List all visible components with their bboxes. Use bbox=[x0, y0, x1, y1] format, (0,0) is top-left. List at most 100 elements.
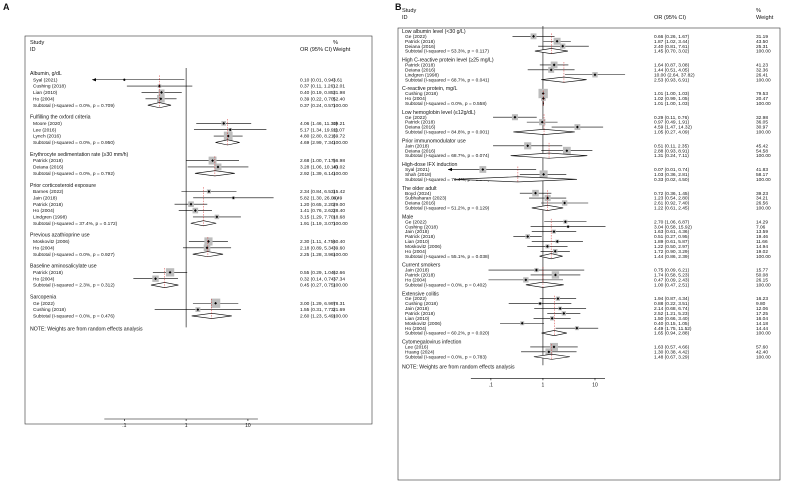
point-estimate bbox=[526, 144, 530, 148]
x-tick-label: 1 bbox=[185, 423, 188, 429]
study-weight: 26.56 bbox=[756, 201, 768, 207]
point-estimate bbox=[189, 202, 193, 206]
subtotal-or-ci: 2.92 (1.39, 6.14) bbox=[300, 171, 336, 177]
study-or-ci: 1.30 (0.38, 4.42) bbox=[654, 349, 690, 355]
point-estimate bbox=[159, 97, 163, 101]
point-estimate bbox=[541, 97, 545, 100]
study-label: Boyd (2024) bbox=[405, 191, 432, 197]
study-or-ci: 3.28 (1.06, 10.18) bbox=[300, 165, 338, 171]
study-weight: 9.80 bbox=[756, 301, 766, 307]
point-estimate bbox=[193, 209, 197, 212]
subtotal-label: Subtotal (I-squared = 0.0%, p = 0.783) bbox=[405, 354, 487, 360]
point-estimate bbox=[542, 173, 546, 176]
study-label: Deiana (2016) bbox=[405, 125, 436, 131]
study-weight: 16.23 bbox=[756, 296, 768, 302]
study-label: Cushing (2018) bbox=[405, 224, 438, 230]
point-estimate bbox=[532, 34, 535, 38]
subtotal-label: Subtotal (I-squared = 84.8%, p = 0.001) bbox=[405, 130, 490, 136]
study-or-ci: 0.40 (0.19, 0.85) bbox=[300, 90, 336, 96]
study-or-ci: 0.37 (0.11, 1.26) bbox=[300, 84, 335, 90]
header-study: Study bbox=[30, 40, 45, 46]
study-label: Jain (2018) bbox=[405, 143, 429, 149]
study-weight: 20.47 bbox=[756, 96, 768, 102]
study-label: Patrick (2018) bbox=[405, 63, 435, 69]
study-label: Ho (2004) bbox=[33, 96, 55, 102]
study-weight: 14.18 bbox=[756, 321, 768, 327]
subtotal-weight: 100.00 bbox=[756, 331, 771, 337]
subtotal-or-ci: 1.65 (0.94, 2.88) bbox=[654, 331, 690, 337]
subtotal-diamond bbox=[215, 139, 240, 146]
group-label: High C-reactive protein level (≥25 mg/L) bbox=[402, 58, 494, 64]
group-label: Prior immunomodulator use bbox=[402, 138, 466, 144]
study-label: Lindgren (1998) bbox=[33, 215, 67, 221]
header-or: OR (95% CI) bbox=[654, 15, 686, 21]
subtotal-or-ci: 1.45 (0.70, 3.02) bbox=[654, 49, 690, 55]
point-estimate bbox=[538, 302, 542, 305]
subtotal-diamond bbox=[525, 281, 564, 288]
study-label: Lian (2010) bbox=[33, 90, 58, 96]
study-weight: 11.66 bbox=[756, 239, 768, 245]
subtotal-weight: 100.00 bbox=[333, 103, 348, 109]
point-estimate bbox=[555, 240, 559, 243]
subtotal-or-ci: 0.37 (0.24, 0.57) bbox=[300, 103, 336, 109]
subtotal-or-ci: 2.53 (0.93, 6.91) bbox=[654, 77, 690, 83]
panel-label: A bbox=[3, 2, 10, 12]
study-weight: 21.69 bbox=[333, 307, 345, 313]
study-weight: 37.34 bbox=[333, 276, 345, 282]
study-or-ci: 2.70 (1.06, 6.87) bbox=[654, 219, 690, 225]
study-weight: 19.21 bbox=[333, 121, 345, 127]
study-weight: 8.49 bbox=[333, 195, 343, 201]
study-or-ci: 1.94 (0.87, 4.34) bbox=[654, 296, 690, 302]
study-or-ci: 10.00 (2.64, 37.82) bbox=[654, 72, 695, 78]
study-or-ci: 4.49 (1.75, 11.52) bbox=[654, 326, 692, 332]
subtotal-weight: 100.00 bbox=[333, 221, 348, 227]
study-weight: 7.06 bbox=[756, 224, 766, 230]
group-label: Erythrocyte sedimentation rate (≥30 mm/h… bbox=[30, 152, 129, 158]
x-tick-label: 10 bbox=[245, 423, 251, 429]
header-pct: % bbox=[333, 40, 338, 46]
study-weight: 14.94 bbox=[756, 244, 768, 250]
header-pct: % bbox=[756, 8, 761, 14]
header-study: Study bbox=[402, 8, 417, 14]
subtotal-weight: 100.00 bbox=[756, 77, 771, 83]
subtotal-label: Subtotal (I-squared = 0.0%, p = 0.476) bbox=[33, 314, 115, 320]
study-label: Deiana (2016) bbox=[405, 148, 436, 154]
study-or-ci: 1.41 (0.76, 2.62) bbox=[300, 208, 336, 214]
study-label: Syal (2021) bbox=[405, 167, 430, 173]
study-weight: 41.23 bbox=[756, 63, 768, 69]
group-label: Current smokers bbox=[402, 263, 441, 269]
study-or-ci: 0.97 (0.49, 1.91) bbox=[654, 120, 690, 126]
study-or-ci: 2.14 (0.68, 6.74) bbox=[654, 306, 690, 312]
study-or-ci: 0.88 (0.22, 3.51) bbox=[654, 301, 690, 307]
study-or-ci: 2.40 (0.81, 7.61) bbox=[654, 44, 690, 50]
study-or-ci: 2.34 (0.84, 6.53) bbox=[300, 189, 336, 195]
study-label: Deiana (2016) bbox=[405, 44, 436, 50]
group-label: Albumin, g/dL bbox=[30, 71, 62, 77]
study-weight: 29.00 bbox=[333, 202, 345, 208]
point-estimate bbox=[549, 68, 553, 72]
subtotal-label: Subtotal (I-squared = 0.0%, p = 0.927) bbox=[33, 252, 115, 258]
study-label: Jain (2018) bbox=[405, 268, 429, 274]
subtotal-diamond bbox=[541, 330, 567, 336]
point-estimate bbox=[550, 316, 554, 320]
study-weight: 43.50 bbox=[756, 39, 768, 45]
point-estimate bbox=[231, 196, 235, 200]
study-label: Cushing (2018) bbox=[405, 301, 438, 307]
header-weight: Weight bbox=[756, 15, 774, 21]
study-label: Ho (2004) bbox=[33, 245, 55, 251]
study-label: Patrick (2018) bbox=[405, 120, 435, 126]
study-label: Ge (2022) bbox=[405, 296, 427, 302]
point-estimate bbox=[562, 312, 566, 315]
subtotal-label: Subtotal (I-squared = 51.2%, p = 0.129) bbox=[405, 206, 490, 212]
x-tick-label: 1 bbox=[542, 382, 545, 388]
study-label: Lynch (2016) bbox=[33, 134, 61, 140]
panel-frame bbox=[397, 27, 781, 481]
subtotal-or-ci: 1.00 (0.47, 2.51) bbox=[654, 282, 690, 288]
point-estimate bbox=[520, 321, 524, 325]
point-estimate bbox=[552, 63, 556, 67]
study-weight: 18.68 bbox=[333, 215, 345, 221]
study-label: Ge (2022) bbox=[33, 301, 55, 307]
study-label: Cushing (2018) bbox=[33, 307, 66, 313]
subtotal-diamond bbox=[533, 353, 570, 360]
